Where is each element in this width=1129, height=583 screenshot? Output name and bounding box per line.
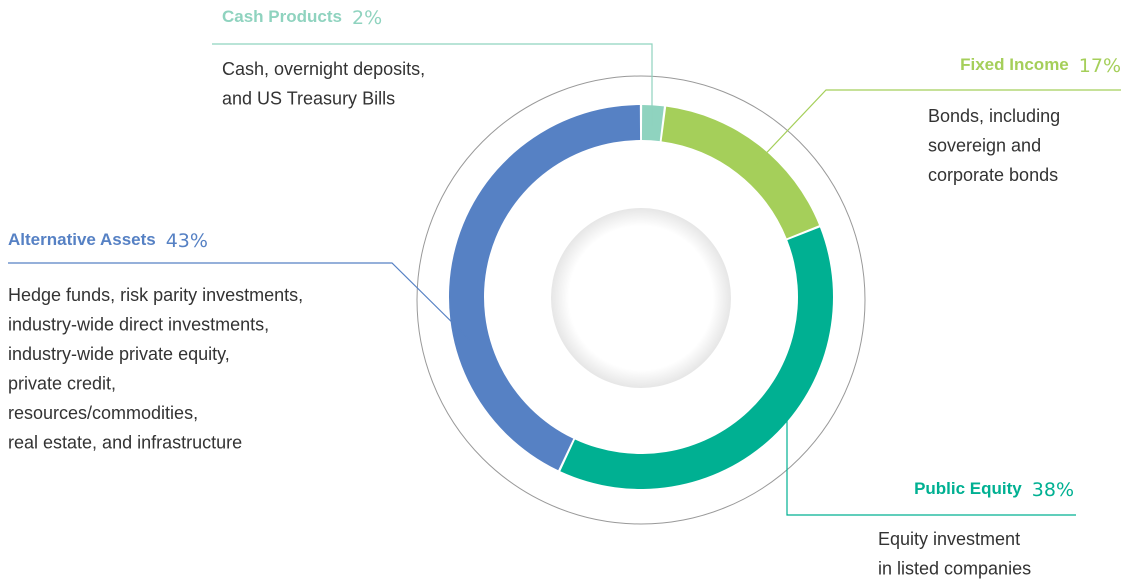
value-label: 43% [166, 230, 208, 252]
leader-line [212, 43, 653, 126]
donut-segment [641, 105, 664, 142]
category-name: Alternative Assets [8, 230, 156, 249]
description-line: resources/commodities, [8, 403, 198, 423]
description-line: Cash, overnight deposits, [222, 59, 425, 79]
segment-label: Public Equity 38% [914, 479, 1074, 501]
description-line: and US Treasury Bills [222, 88, 395, 108]
description-line: corporate bonds [928, 165, 1058, 185]
description-line: Equity investment [878, 529, 1020, 549]
donut-segment [661, 106, 820, 239]
description-line: sovereign and [928, 135, 1041, 155]
donut-segment [560, 227, 833, 490]
description-line: Hedge funds, risk parity investments, [8, 285, 303, 305]
category-name: Fixed Income [960, 55, 1069, 74]
segment-label: Alternative Assets 43% [8, 230, 208, 252]
leader-line [786, 420, 1076, 516]
category-name: Public Equity [914, 479, 1022, 498]
outer-ring [416, 75, 866, 525]
description-line: in listed companies [878, 558, 1031, 578]
description-line: real estate, and infrastructure [8, 432, 242, 452]
value-label: 2% [352, 7, 382, 29]
value-label: 38% [1032, 479, 1074, 501]
description-line: industry-wide direct investments, [8, 314, 269, 334]
center-circle [551, 208, 731, 388]
category-name: Cash Products [222, 7, 342, 26]
leader-line [8, 262, 471, 341]
description-line: Bonds, including [928, 106, 1060, 126]
donut-segment [448, 105, 641, 471]
segment-label: Cash Products 2% [222, 7, 382, 29]
value-label: 17% [1079, 55, 1121, 77]
description-line: private credit, [8, 373, 116, 393]
description-line: industry-wide private equity, [8, 344, 230, 364]
leader-line [754, 89, 1121, 166]
segment-label: Fixed Income 17% [960, 55, 1121, 77]
